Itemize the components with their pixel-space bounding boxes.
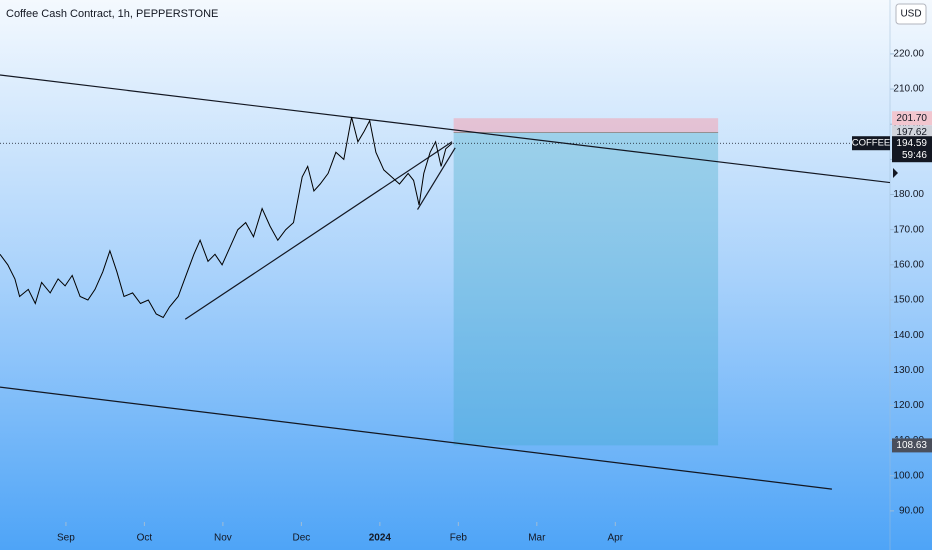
- stop-label-box: [892, 111, 932, 126]
- currency-button[interactable]: [895, 3, 927, 25]
- y-tick-label: 120.00: [893, 400, 924, 411]
- stop-zone: [453, 118, 719, 133]
- stop-label: 201.70: [896, 113, 927, 124]
- price-line: [0, 117, 453, 319]
- last-price-label-box: [892, 136, 932, 163]
- x-tick-label: Sep: [57, 533, 75, 544]
- entry-label-box: [892, 125, 932, 140]
- series-name-box: [852, 136, 890, 151]
- y-tick-label: 180.00: [893, 189, 924, 200]
- target-label-box: [892, 438, 932, 453]
- y-tick-label: 160.00: [893, 259, 924, 270]
- last-price-label: 194.59: [896, 138, 927, 149]
- x-tick-label: Dec: [292, 533, 310, 544]
- trend-line: [184, 141, 453, 320]
- scroll-arrow[interactable]: [893, 168, 898, 178]
- target-zone: [453, 132, 719, 446]
- x-tick-label: Apr: [608, 533, 624, 544]
- x-tick-label: Mar: [528, 533, 546, 544]
- y-tick-label: 130.00: [893, 365, 924, 376]
- trend-line: [0, 386, 832, 490]
- y-tick-label: 100.00: [893, 470, 924, 481]
- y-tick-label: 210.00: [893, 84, 924, 95]
- series-name: COFFEE: [852, 138, 891, 149]
- y-tick-label: 140.00: [893, 330, 924, 341]
- x-tick-label: Nov: [214, 533, 232, 544]
- y-tick-label: 170.00: [893, 224, 924, 235]
- currency[interactable]: USD: [900, 9, 921, 20]
- y-tick-label: 220.00: [893, 49, 924, 60]
- chart-title: Coffee Cash Contract, 1h, PEPPERSTONE: [6, 8, 218, 20]
- trend-line: [417, 147, 456, 210]
- x-tick-label: Feb: [450, 533, 468, 544]
- y-tick-label: 90.00: [899, 506, 924, 517]
- x-tick-label: Oct: [137, 533, 153, 544]
- countdown: 59:46: [902, 150, 927, 161]
- entry-label: 197.62: [896, 127, 927, 138]
- x-tick-label: 2024: [369, 533, 392, 544]
- trend-line: [0, 74, 891, 184]
- target-label: 108.63: [896, 440, 927, 451]
- y-tick-label: 150.00: [893, 295, 924, 306]
